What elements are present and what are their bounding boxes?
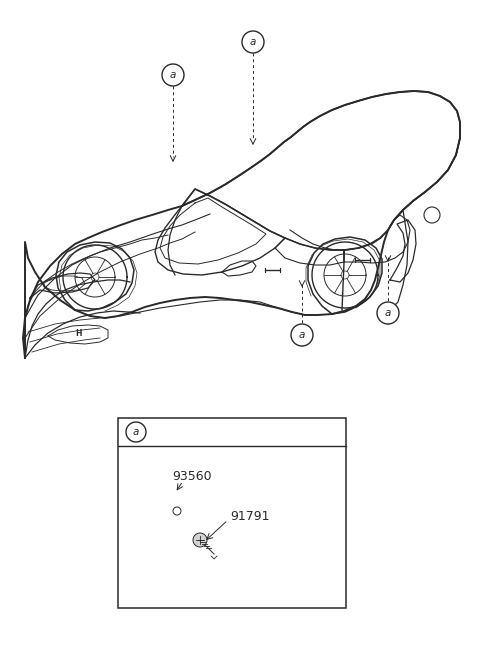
Text: 93560: 93560 xyxy=(172,471,212,483)
Text: a: a xyxy=(170,70,176,80)
Wedge shape xyxy=(193,533,207,547)
Circle shape xyxy=(291,324,313,346)
Text: a: a xyxy=(299,330,305,340)
Text: H: H xyxy=(75,328,81,337)
Text: a: a xyxy=(133,427,139,437)
Circle shape xyxy=(242,31,264,53)
Bar xyxy=(118,418,346,608)
Circle shape xyxy=(377,302,399,324)
Text: a: a xyxy=(385,308,391,318)
Circle shape xyxy=(126,422,146,442)
Text: a: a xyxy=(250,37,256,47)
Circle shape xyxy=(162,64,184,86)
Text: 91791: 91791 xyxy=(230,511,269,524)
